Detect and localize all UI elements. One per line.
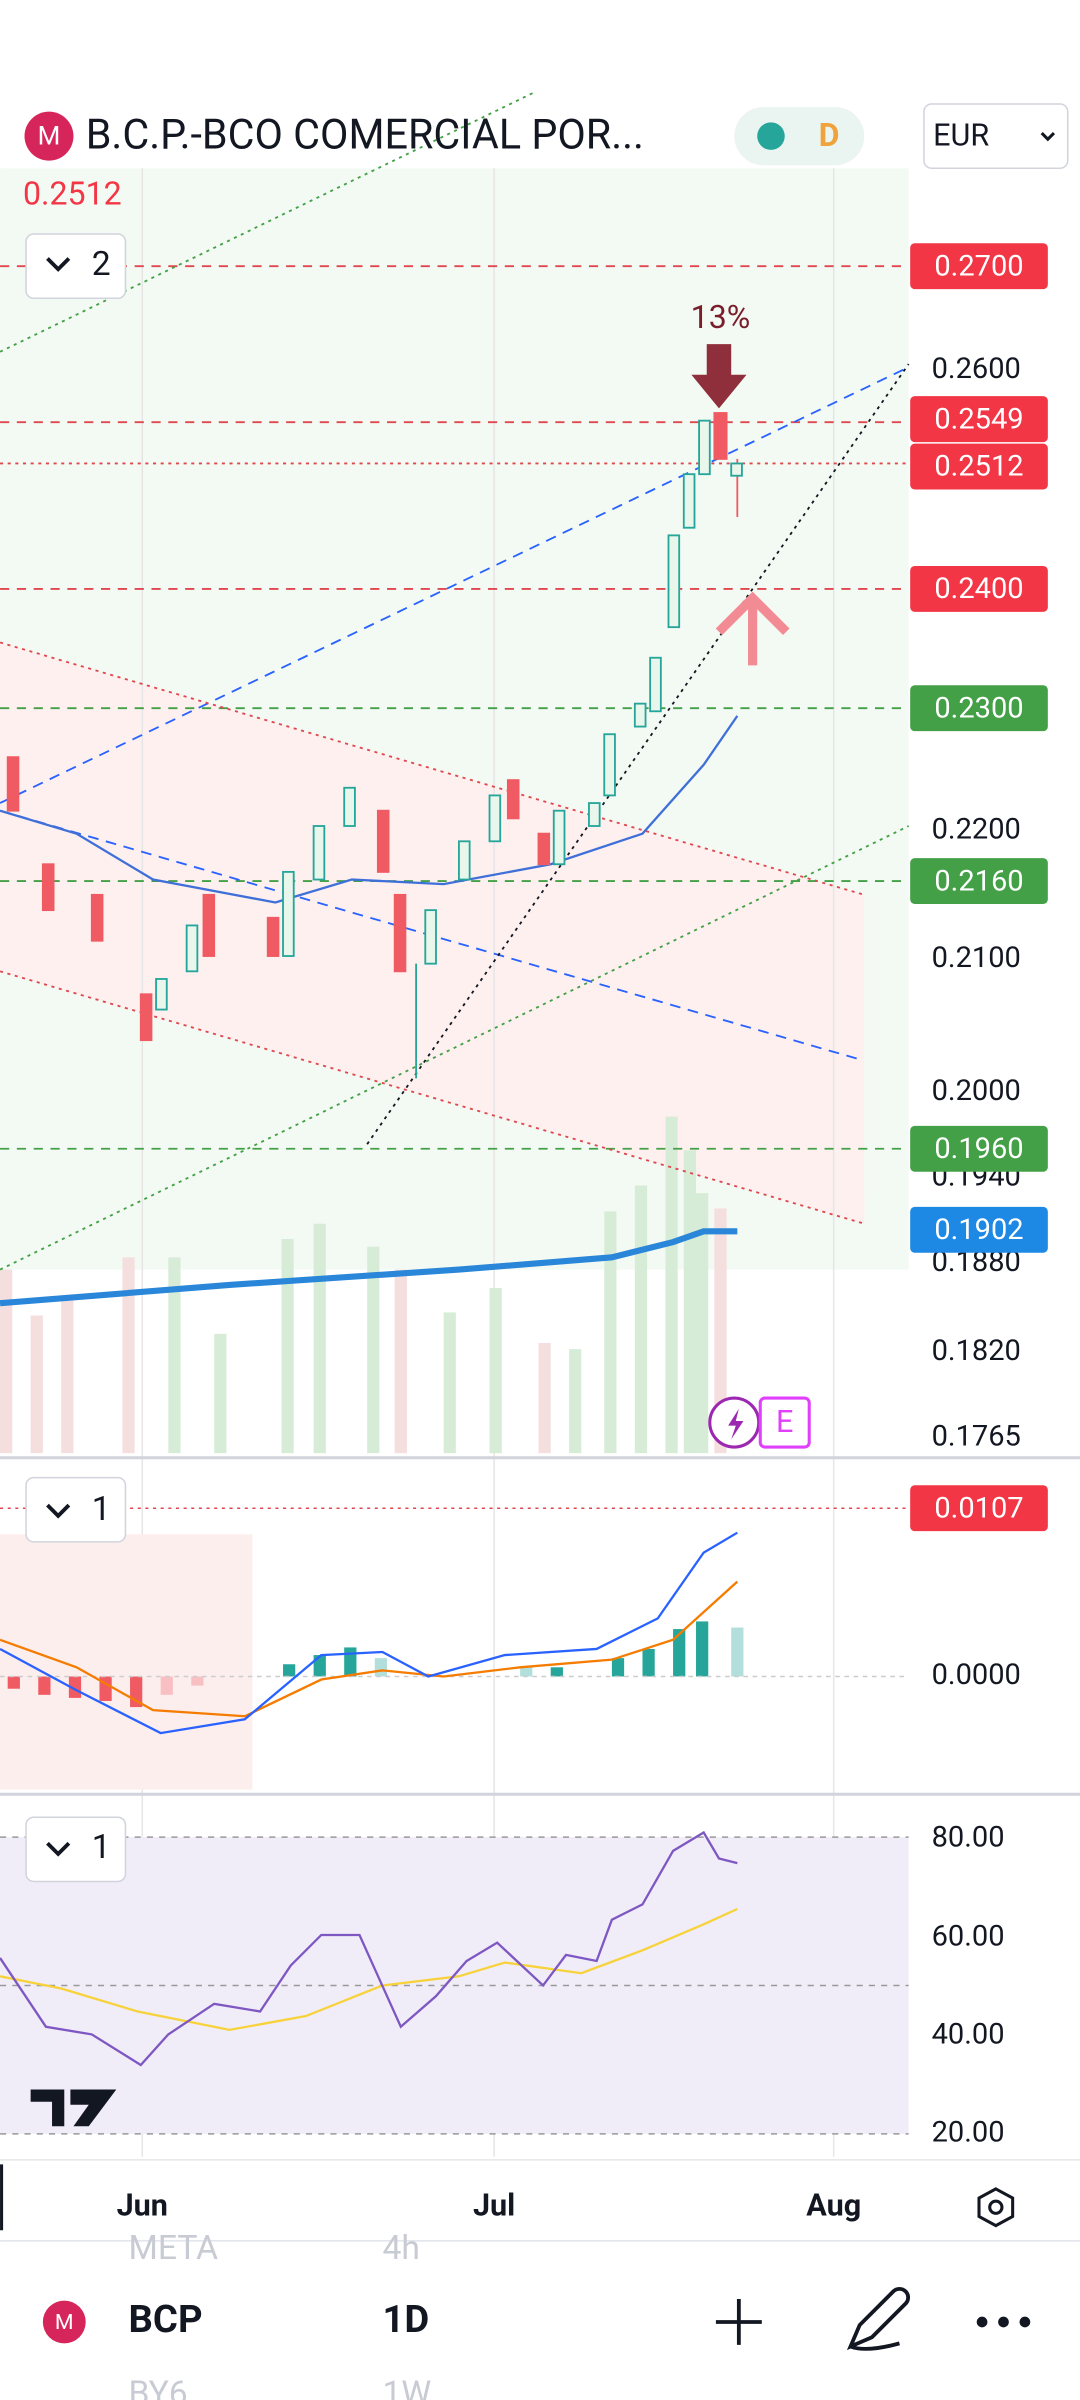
more-button[interactable]	[976, 2316, 1031, 2328]
moving-average	[0, 715, 739, 904]
settings-dot	[988, 2199, 1004, 2215]
time-label: Jun	[117, 2188, 168, 2223]
price-tag: 0.2512	[934, 450, 1023, 484]
axis-label: 60.00	[932, 1920, 1005, 1954]
rsi-levels	[0, 1836, 909, 2135]
price-axis: 0.2600 0.2200 0.2100 0.2000 0.1940 0.188…	[932, 352, 1021, 1454]
axis-label: 0.2100	[932, 941, 1021, 975]
earnings-icon[interactable]	[758, 1396, 811, 1449]
axis-label: 40.00	[932, 2018, 1005, 2052]
axis-label: 0.2600	[932, 352, 1021, 386]
axis-label: 0.1820	[932, 1334, 1021, 1368]
axis-label: 0.2200	[932, 812, 1021, 846]
status-pill[interactable]	[734, 107, 865, 166]
price-tags: 0.2700 0.2549 0.2512 0.2400 0.2300 0.216…	[910, 243, 1048, 1253]
currency: EUR	[933, 119, 989, 154]
down-arrow	[691, 344, 747, 409]
market-dot	[757, 122, 785, 150]
indicator-toggle[interactable]	[25, 1476, 127, 1543]
axis-label: 0.0000	[932, 1658, 1021, 1692]
signal-line	[0, 1580, 739, 1718]
up-arrow	[715, 591, 790, 666]
interval-badge: D	[819, 116, 840, 154]
price-tag: 0.2400	[934, 572, 1023, 606]
currency-select[interactable]	[923, 103, 1069, 170]
add-button[interactable]	[715, 2299, 762, 2345]
interval-button[interactable]: 1D	[382, 2298, 429, 2342]
bolt	[728, 1408, 744, 1440]
ghost-symbol: BY6	[129, 2374, 188, 2400]
symbol[interactable]: B.C.P.-BCO COMERCIAL POR...	[86, 112, 644, 160]
chevron	[46, 1841, 71, 1857]
earnings-letter: E	[776, 1405, 793, 1440]
annotation: 13%	[691, 298, 751, 336]
chevron	[1040, 131, 1056, 142]
price-tag: 0.1902	[934, 1213, 1023, 1247]
symbol-button[interactable]: BCP	[129, 2298, 203, 2342]
logo-letter: M	[38, 122, 61, 152]
levels	[0, 90, 910, 1271]
rsi-ma	[0, 1907, 738, 2031]
rsi-axis: 80.00 60.00 40.00 20.00	[932, 1820, 1005, 2149]
draw-button[interactable]	[846, 2286, 911, 2351]
price-tag: 0.2300	[934, 691, 1023, 725]
chevron	[46, 1503, 71, 1519]
axis-label: 0.1765	[932, 1420, 1021, 1454]
volume-ma	[0, 1228, 738, 1307]
price-tag: 0.1960	[934, 1132, 1023, 1166]
rsi-line	[0, 1830, 738, 2067]
chevron	[46, 257, 71, 272]
price-tag: 0.2549	[934, 402, 1023, 436]
settings-icon[interactable]	[977, 2187, 1015, 2228]
tv-logo	[30, 2089, 117, 2127]
macd-histogram	[7, 1621, 744, 1708]
macd-zone	[0, 1534, 253, 1790]
last-price: 0.2512	[23, 174, 122, 212]
ghost-symbol: META	[129, 2229, 219, 2268]
indicator-toggle[interactable]	[25, 233, 127, 300]
indicator-toggle[interactable]	[25, 1816, 127, 1883]
logo-letter: M	[55, 2310, 74, 2335]
macd-tag: 0.0107	[934, 1491, 1023, 1525]
candles	[6, 412, 743, 1079]
volume-bars-down	[0, 1208, 727, 1454]
price-tag: 0.2700	[934, 249, 1023, 283]
indicator-count: 2	[92, 245, 111, 284]
time-grid	[141, 168, 835, 2157]
time-axis: Jun Jul Aug	[117, 2188, 862, 2223]
axis-label: 0.2000	[932, 1074, 1021, 1108]
ghost-interval: 4h	[382, 2229, 419, 2268]
time-label: Aug	[806, 2188, 861, 2223]
indicator-count: 1	[92, 1490, 111, 1529]
time-label: Jul	[473, 2188, 515, 2223]
logo	[24, 111, 74, 161]
ghost-interval: 1W	[382, 2374, 431, 2400]
axis-label: 80.00	[932, 1820, 1005, 1854]
macd-line	[0, 1531, 738, 1735]
logo	[42, 2300, 86, 2344]
axis-label: 20.00	[932, 2116, 1005, 2150]
price-tag: 0.2160	[934, 864, 1023, 898]
indicator-count: 1	[92, 1828, 111, 1867]
bottom-bar	[0, 2240, 1080, 2400]
